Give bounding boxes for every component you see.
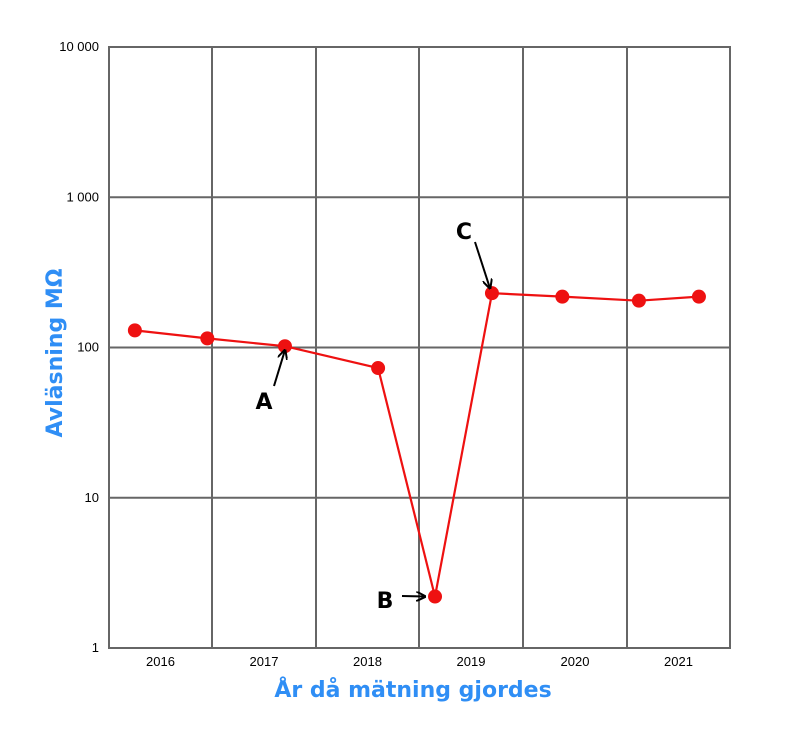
x-tick-label: 2018 xyxy=(353,654,382,669)
annotation-arrow xyxy=(273,350,285,387)
y-tick-label: 1 000 xyxy=(66,189,99,204)
plot-border xyxy=(108,46,731,649)
data-point xyxy=(631,293,646,308)
x-axis-title: År då mätning gjordes xyxy=(274,677,551,703)
data-points xyxy=(127,286,706,604)
annotation-label: A xyxy=(255,390,272,415)
x-tick-label: 2019 xyxy=(457,654,486,669)
data-point xyxy=(371,361,386,376)
series-line xyxy=(134,292,700,597)
annotation-arrow xyxy=(401,596,425,597)
annotations: A B C xyxy=(255,220,489,614)
data-point xyxy=(691,289,706,304)
x-tick-label: 2021 xyxy=(664,654,693,669)
data-point xyxy=(200,331,215,346)
data-point xyxy=(428,589,443,604)
annotation-label: C xyxy=(456,220,472,245)
y-tick-label: 100 xyxy=(77,340,99,355)
data-point xyxy=(555,289,570,304)
annotation-arrow xyxy=(474,241,490,288)
x-tick-label: 2017 xyxy=(250,654,279,669)
x-axis-ticks: 2016 2017 2018 2019 2020 2021 xyxy=(146,654,693,669)
annotation-label: B xyxy=(377,589,394,614)
y-axis-ticks: 1 10 100 1 000 10 000 xyxy=(59,39,99,655)
series-line-path xyxy=(134,292,700,597)
plot-frame xyxy=(108,46,731,649)
y-tick-label: 10 000 xyxy=(59,39,99,54)
y-axis-title: Avläsning MΩ xyxy=(43,268,68,437)
y-tick-label: 1 xyxy=(92,640,99,655)
grid xyxy=(108,46,731,649)
x-tick-label: 2020 xyxy=(561,654,590,669)
x-tick-label: 2016 xyxy=(146,654,175,669)
y-tick-label: 10 xyxy=(85,490,99,505)
data-point xyxy=(484,286,499,301)
data-point xyxy=(127,323,142,338)
